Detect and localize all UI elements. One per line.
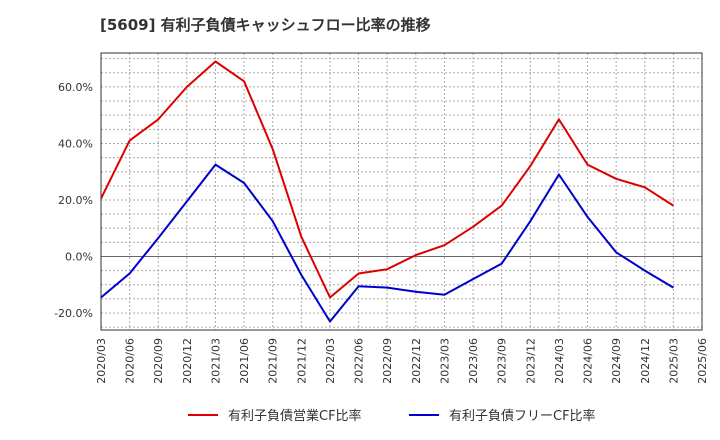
y-tick-label: 40.0% <box>58 137 93 150</box>
y-tick-label: 60.0% <box>58 81 93 94</box>
legend-label: 有利子負債フリーCF比率 <box>449 408 596 424</box>
x-tick-label: 2022/09 <box>381 338 394 384</box>
x-tick-label: 2022/06 <box>353 338 366 384</box>
x-tick-label: 2022/03 <box>324 338 337 384</box>
x-tick-label: 2024/03 <box>553 338 566 384</box>
x-tick-label: 2023/09 <box>496 338 509 384</box>
x-tick-label: 2020/09 <box>152 338 165 384</box>
x-tick-label: 2023/12 <box>524 338 537 384</box>
x-tick-label: 2021/12 <box>295 338 308 384</box>
x-tick-label: 2024/09 <box>610 338 623 384</box>
x-tick-label: 2021/06 <box>238 338 251 384</box>
series-line <box>100 163 674 323</box>
x-tick-label: 2023/06 <box>467 338 480 384</box>
plot-frame <box>100 52 703 331</box>
x-tick-label: 2024/12 <box>639 338 652 384</box>
chart-title: [5609] 有利子負債キャッシュフロー比率の推移 <box>100 16 431 34</box>
x-tick-label: 2022/12 <box>410 338 423 384</box>
x-tick-label: 2023/03 <box>438 338 451 384</box>
series-line <box>100 60 674 299</box>
y-tick-label: 20.0% <box>58 194 93 207</box>
x-tick-label: 2021/03 <box>209 338 222 384</box>
y-tick-label: -20.0% <box>54 307 93 320</box>
x-tick-label: 2020/12 <box>181 338 194 384</box>
x-tick-label: 2020/06 <box>124 338 137 384</box>
x-tick-label: 2025/06 <box>696 338 709 384</box>
y-tick-label: 0.0% <box>65 251 93 264</box>
x-tick-label: 2025/03 <box>667 338 680 384</box>
x-tick-label: 2024/06 <box>582 338 595 384</box>
x-tick-label: 2020/03 <box>95 338 108 384</box>
legend-label: 有利子負債営業CF比率 <box>228 408 362 424</box>
x-tick-label: 2021/09 <box>267 338 280 384</box>
